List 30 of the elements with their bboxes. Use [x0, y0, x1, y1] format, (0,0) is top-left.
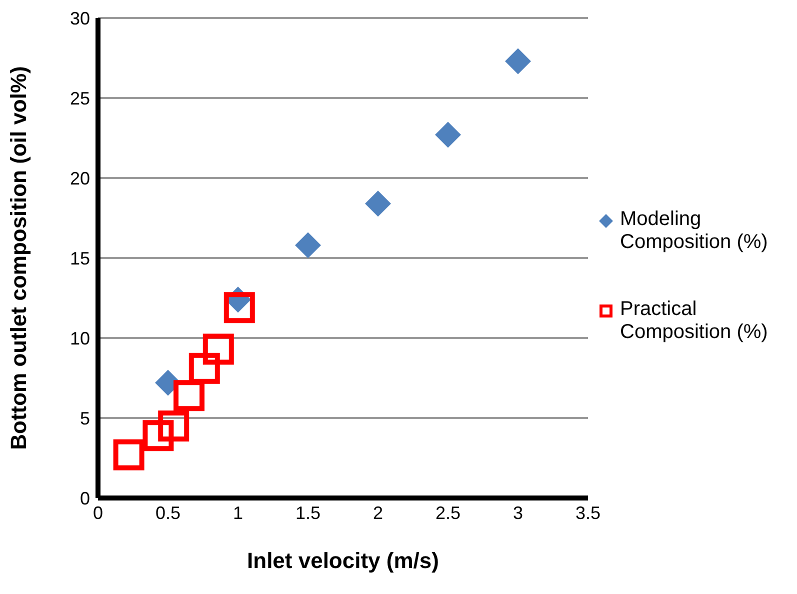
point — [174, 380, 204, 412]
legend-label: Modeling Composition (%) — [620, 208, 769, 254]
point — [505, 48, 531, 74]
y-tick-label: 10 — [70, 328, 90, 348]
y-tick-label: 25 — [70, 88, 90, 108]
point — [158, 410, 190, 442]
y-tick-label: 15 — [70, 248, 90, 268]
y-axis-title: Bottom outlet composition (oil vol%) — [6, 66, 31, 450]
x-tick-label: 2.5 — [435, 502, 461, 523]
x-tick-label: 0 — [92, 502, 104, 523]
y-tick-label: 20 — [70, 168, 90, 188]
y-tick-label: 30 — [70, 8, 90, 28]
point — [188, 352, 220, 384]
x-tick-label: 1.5 — [295, 502, 321, 523]
x-tick-label: 3 — [512, 502, 524, 523]
x-tick-label: 0.5 — [155, 502, 181, 523]
x-tick-label: 1 — [232, 502, 244, 523]
y-tick-label: 5 — [80, 408, 90, 428]
legend-label: Practical Composition (%) — [620, 298, 769, 344]
point — [365, 190, 391, 217]
y-tick-label: 0 — [80, 488, 90, 508]
point — [435, 122, 461, 148]
point — [142, 420, 174, 452]
point — [202, 334, 234, 365]
point — [113, 439, 144, 470]
x-tick-label: 2 — [372, 502, 384, 523]
point — [295, 232, 321, 258]
x-tick-label: 3.5 — [575, 502, 601, 523]
point — [224, 292, 255, 324]
x-axis-title: Inlet velocity (m/s) — [247, 548, 439, 573]
